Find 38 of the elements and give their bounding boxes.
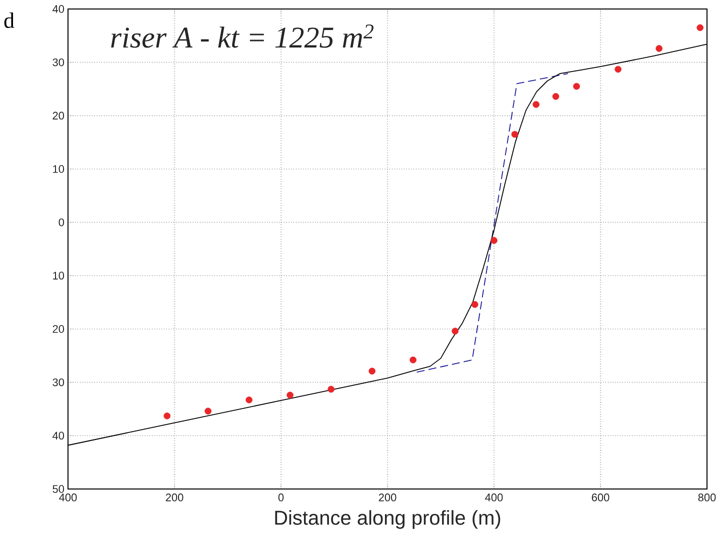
- y-tick-label: 10: [53, 272, 64, 280]
- y-tick-label: 50: [52, 485, 64, 493]
- y-tick-label: 30: [52, 58, 64, 66]
- point: [471, 301, 478, 308]
- y-tick-label: 20: [52, 325, 64, 333]
- point: [410, 356, 416, 364]
- y-tick-label: 40: [52, 5, 64, 13]
- x-tick-label: 200: [166, 494, 184, 502]
- point: [490, 237, 498, 244]
- x-tick-label: 800: [698, 494, 716, 502]
- point: [246, 396, 252, 404]
- text: d: [4, 12, 14, 28]
- y-tick-label: 0: [58, 218, 64, 226]
- point: [164, 412, 170, 420]
- x-tick-label: 400: [485, 494, 503, 502]
- point: [656, 45, 662, 52]
- x-tick-label: 200: [378, 494, 396, 502]
- y-tick-label: 20: [52, 112, 64, 120]
- x-tick-label: 600: [592, 494, 610, 502]
- point: [204, 408, 212, 415]
- y-tick-label: 10: [53, 165, 64, 173]
- point: [286, 392, 294, 399]
- point: [573, 82, 580, 90]
- point: [614, 66, 622, 73]
- y-tick-label: 30: [52, 378, 64, 386]
- x-tick-label: 0: [278, 494, 284, 502]
- point: [328, 386, 334, 393]
- point: [532, 101, 540, 108]
- point: [452, 328, 459, 335]
- point: [552, 93, 560, 100]
- point: [368, 368, 376, 375]
- y-tick-label: 40: [52, 432, 64, 440]
- x-axis-title: Distance along profile (m): [275, 510, 500, 529]
- point: [696, 24, 704, 32]
- line-series: [416, 73, 568, 373]
- x-tick-label: 400: [59, 494, 77, 502]
- chart-title: riser A - kt = 1225 m$^{2}$: [111, 24, 374, 48]
- point: [511, 130, 518, 138]
